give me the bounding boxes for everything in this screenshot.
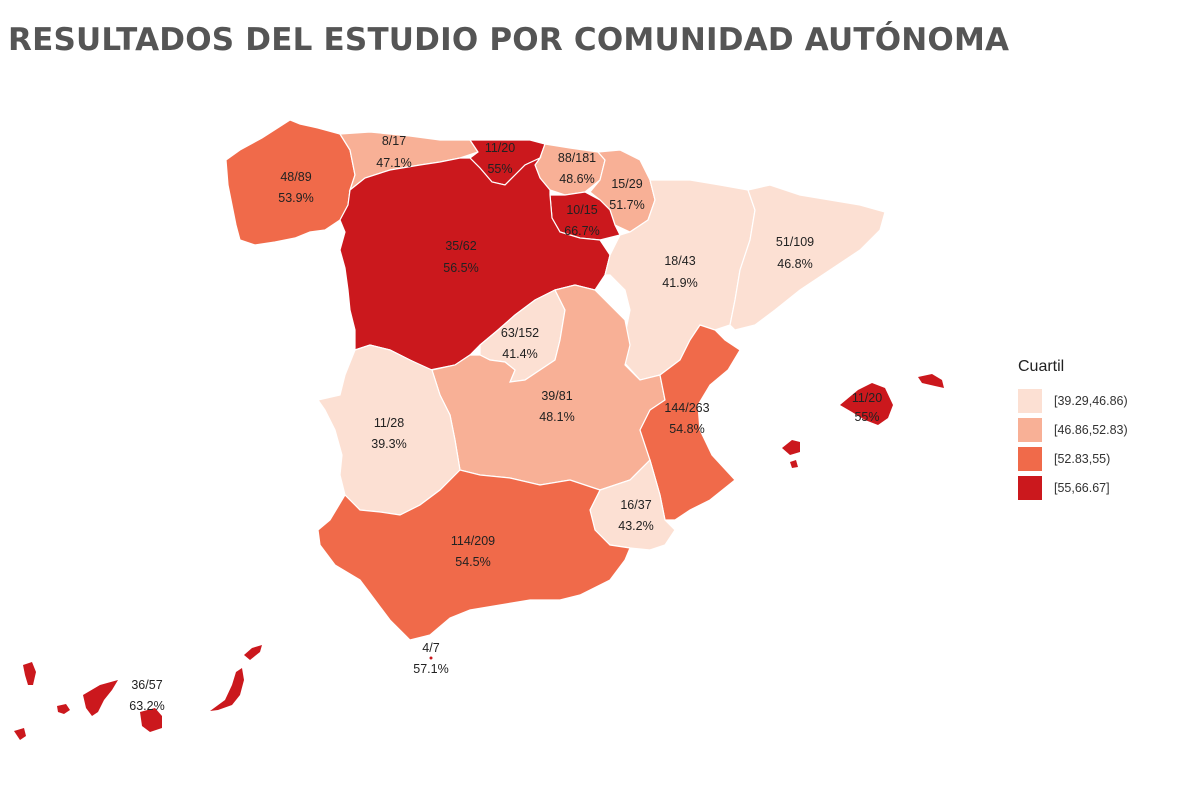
legend-item: [46.86,52.83) (1018, 415, 1128, 444)
label-castilla-la-mancha-count: 39/81 (541, 389, 572, 403)
label-castilla-leon-count: 35/62 (445, 239, 476, 253)
label-cantabria-count: 11/20 (485, 141, 515, 155)
legend-swatch (1018, 417, 1042, 442)
legend-swatch (1018, 388, 1042, 413)
legend-swatch (1018, 475, 1042, 500)
label-cataluna-pct: 46.8% (777, 257, 812, 271)
label-aragon-count: 18/43 (664, 254, 695, 268)
label-la-rioja-pct: 66.7% (564, 224, 599, 238)
label-castilla-la-mancha-pct: 48.1% (539, 410, 574, 424)
label-navarra-pct: 51.7% (609, 198, 644, 212)
label-valencia-pct: 54.8% (669, 422, 704, 436)
label-baleares-count: 11/20 (852, 391, 882, 405)
region-castilla-leon[interactable] (339, 156, 611, 371)
label-navarra-count: 15/29 (611, 177, 642, 191)
legend-label: [55,66.67] (1054, 480, 1110, 495)
label-castilla-leon-pct: 56.5% (443, 261, 478, 275)
label-pais-vasco-pct: 48.6% (559, 172, 594, 186)
region-valencia[interactable] (639, 324, 741, 521)
label-andalucia-count: 114/209 (451, 534, 495, 548)
legend-item: [39.29,46.86) (1018, 386, 1128, 415)
label-andalucia-pct: 54.5% (455, 555, 490, 569)
label-canarias-pct: 63.2% (129, 699, 164, 713)
label-ceuta-pct: 57.1% (413, 662, 448, 676)
label-madrid-pct: 41.4% (502, 347, 537, 361)
region-canarias[interactable] (14, 645, 262, 740)
label-cantabria-pct: 55% (487, 162, 512, 176)
label-murcia-count: 16/37 (620, 498, 651, 512)
region-labels: 48/89 53.9% 8/17 47.1% 11/20 55% 88/181 … (129, 134, 882, 713)
label-cataluna-count: 51/109 (776, 235, 814, 249)
label-la-rioja-count: 10/15 (566, 203, 597, 217)
legend-label: [39.29,46.86) (1054, 393, 1128, 408)
label-pais-vasco-count: 88/181 (558, 151, 596, 165)
legend-title: Cuartil (1018, 358, 1065, 375)
region-navarra[interactable] (589, 149, 656, 233)
label-extremadura-count: 11/28 (374, 416, 404, 430)
label-baleares-pct: 55% (854, 410, 879, 424)
label-asturias-count: 8/17 (382, 134, 406, 148)
legend-label: [46.86,52.83) (1054, 422, 1128, 437)
page-title: RESULTADOS DEL ESTUDIO POR COMUNIDAD AUT… (8, 22, 1010, 58)
legend-label: [52.83,55) (1054, 451, 1111, 466)
label-aragon-pct: 41.9% (662, 276, 697, 290)
label-canarias-count: 36/57 (131, 678, 162, 692)
label-madrid-count: 63/152 (501, 326, 539, 340)
region-baleares[interactable] (782, 374, 944, 468)
label-galicia-pct: 53.9% (278, 191, 313, 205)
legend-item: [55,66.67] (1018, 473, 1128, 502)
legend: Cuartil [39.29,46.86) [46.86,52.83) [52.… (1018, 358, 1128, 502)
region-andalucia[interactable] (317, 469, 631, 641)
legend-swatch (1018, 446, 1042, 471)
region-ceuta[interactable] (429, 656, 433, 660)
label-galicia-count: 48/89 (280, 170, 311, 184)
label-asturias-pct: 47.1% (376, 156, 411, 170)
legend-item: [52.83,55) (1018, 444, 1128, 473)
label-ceuta-count: 4/7 (422, 641, 439, 655)
label-extremadura-pct: 39.3% (371, 437, 406, 451)
label-murcia-pct: 43.2% (618, 519, 653, 533)
label-valencia-count: 144/263 (664, 401, 709, 415)
region-cataluna[interactable] (729, 184, 886, 331)
